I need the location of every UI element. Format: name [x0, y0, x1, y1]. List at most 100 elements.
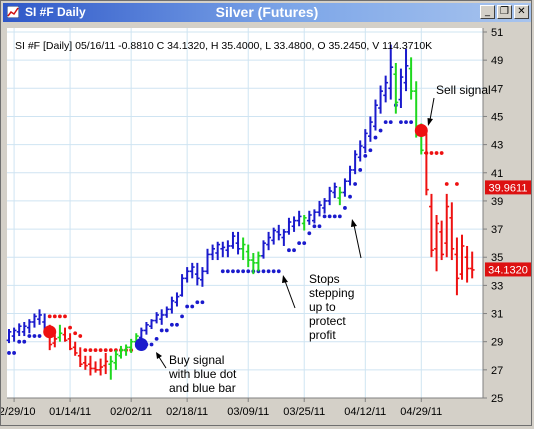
price-bar: [123, 344, 129, 356]
price-bar: [16, 323, 22, 337]
buy-signal-dot: [134, 338, 148, 352]
price-bar: [184, 267, 190, 283]
price-bar: [403, 48, 409, 92]
stop-dot: [373, 135, 378, 140]
stop-dot: [12, 351, 16, 355]
y-tick-label: 25: [491, 393, 503, 405]
price-bar: [128, 338, 134, 353]
price-bar: [286, 217, 292, 235]
annotation-line: Stops: [309, 272, 340, 286]
stop-dot: [17, 339, 22, 344]
stop-dot: [353, 182, 358, 186]
price-bar: [434, 215, 439, 272]
price-bar: [205, 248, 210, 275]
sell-signal-dot: [43, 325, 57, 339]
stop-dot: [317, 224, 322, 229]
price-bar: [93, 361, 98, 373]
annotation-line: Buy signal: [169, 353, 224, 367]
price-bar: [250, 253, 256, 275]
price-tag-label: 39.9611: [489, 182, 528, 194]
price-bar: [322, 198, 327, 214]
price-bar: [393, 62, 399, 114]
annotation-line: protect: [309, 314, 346, 328]
price-bar: [378, 85, 383, 114]
stop-dot: [98, 348, 103, 353]
price-bar: [77, 347, 83, 368]
y-tick-label: 31: [491, 309, 503, 321]
stop-dot: [169, 322, 174, 327]
x-axis-ticks: 12/29/10 01/14/11 02/02/11 02/18/11 03/09/11…: [1, 398, 442, 418]
y-tick-label: 39: [491, 196, 503, 208]
title-bar[interactable]: SI #F Daily Silver (Futures) _ ❐ ✕: [3, 3, 531, 22]
price-bar: [266, 231, 271, 251]
price-bar: [449, 202, 455, 261]
stop-dot: [261, 269, 266, 274]
minimize-button[interactable]: _: [480, 5, 495, 19]
y-tick-label: 47: [491, 83, 503, 95]
price-bar: [230, 231, 236, 249]
annotation-stops-arrowhead-2: [351, 219, 357, 227]
price-bar: [332, 182, 338, 199]
stop-dot: [37, 334, 42, 338]
x-tick-label: 04/29/11: [400, 406, 442, 418]
stop-dot: [225, 269, 230, 274]
stop-dot: [429, 151, 434, 155]
price-bar: [276, 224, 282, 241]
y-tick-label: 37: [491, 224, 503, 236]
stop-dot: [297, 241, 302, 246]
stop-dot: [409, 120, 414, 124]
price-bar: [342, 178, 348, 197]
price-bar: [312, 209, 317, 224]
x-tick-label: 02/18/11: [166, 406, 208, 418]
price-bar: [439, 220, 445, 261]
annotation-sell-arrowhead: [427, 118, 433, 126]
stop-dot: [175, 322, 179, 327]
stop-dot: [444, 182, 449, 186]
stop-dot: [73, 331, 78, 336]
stop-dot: [246, 269, 251, 274]
price-bar: [210, 244, 215, 261]
y-tick-label: 43: [491, 140, 503, 152]
price-bar: [144, 321, 149, 335]
annotation-stops-arrow-1: [284, 280, 296, 309]
stop-dot: [47, 314, 52, 319]
price-bar: [113, 350, 119, 370]
stop-dot: [302, 241, 307, 246]
annotation-stops-arrow-2: [353, 224, 362, 259]
price-bar: [352, 150, 358, 175]
price-tag-label: 34.1320: [488, 264, 528, 276]
price-bar: [271, 227, 277, 245]
stop-dot: [63, 314, 67, 319]
stop-dot: [307, 231, 312, 236]
price-bar: [179, 274, 185, 297]
price-bar: [67, 333, 73, 351]
stop-dot: [52, 314, 57, 319]
stop-dot: [241, 269, 246, 274]
y-tick-label: 35: [491, 252, 503, 264]
stop-dot: [200, 300, 205, 305]
y-tick-label: 27: [491, 365, 503, 377]
stop-dot: [383, 120, 388, 124]
restore-button[interactable]: ❐: [497, 5, 512, 19]
x-tick-label: 01/14/11: [49, 406, 91, 418]
price-bar: [469, 251, 475, 279]
close-button[interactable]: ✕: [514, 5, 529, 19]
price-bar: [347, 165, 353, 186]
price-bar: [337, 186, 343, 206]
price-bar: [149, 319, 154, 330]
stop-dot: [180, 314, 184, 319]
stop-dot: [327, 214, 332, 219]
stop-dot: [185, 304, 190, 309]
stop-dot: [164, 328, 169, 333]
stop-dot: [388, 120, 393, 124]
price-bar: [118, 345, 124, 359]
price-bar: [306, 210, 312, 225]
price-bar: [235, 231, 241, 255]
price-bar: [11, 327, 17, 342]
stop-dot: [271, 269, 276, 274]
stop-dot: [83, 348, 88, 353]
y-tick-label: 29: [491, 337, 503, 349]
annotation-sell-signal: Sell signal: [436, 83, 491, 97]
